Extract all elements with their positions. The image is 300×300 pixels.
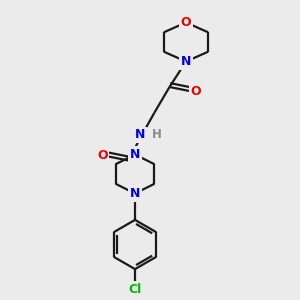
Text: O: O: [97, 149, 108, 163]
Text: N: N: [181, 55, 191, 68]
Text: Cl: Cl: [128, 283, 142, 296]
Text: N: N: [130, 148, 140, 161]
Text: N: N: [130, 187, 140, 200]
Text: O: O: [190, 85, 201, 98]
Text: N: N: [135, 128, 146, 142]
Text: H: H: [152, 128, 161, 142]
Text: O: O: [181, 16, 191, 29]
